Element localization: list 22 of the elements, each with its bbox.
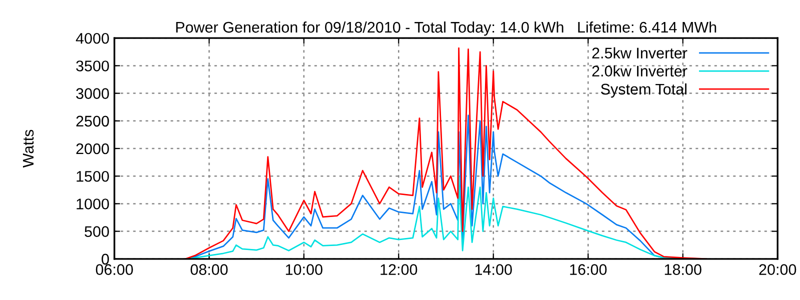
y-tick-label: 3500: [76, 60, 109, 72]
x-tick-label: 10:00: [286, 264, 322, 275]
y-tick-label: 2500: [76, 116, 109, 127]
y-tick-label: 1500: [76, 170, 109, 182]
y-tick-label: 4000: [76, 32, 109, 44]
y-axis-title: Watts: [22, 130, 34, 168]
y-tick-label: 500: [84, 226, 109, 237]
x-tick-label: 14:00: [475, 264, 512, 275]
legend-label: 2.0kw Inverter: [592, 65, 688, 77]
y-tick-label: 1000: [76, 198, 109, 210]
y-tick-label: 0: [102, 254, 109, 265]
y-tick-label: 2000: [76, 143, 109, 154]
x-tick-label: 12:00: [380, 264, 418, 275]
legend-label: 2.5kw Inverter: [592, 47, 688, 58]
legend-label: System Total: [600, 83, 686, 98]
x-tick-label: 06:00: [96, 264, 133, 275]
chart-title: Power Generation for 09/18/2010 - Total Today: 14.0 kWh Lifetime: 6.414 MWh: [176, 21, 716, 36]
x-tick-label: 08:00: [190, 264, 228, 275]
y-tick-label: 3000: [76, 88, 109, 99]
x-tick-label: 16:00: [570, 264, 607, 275]
x-tick-label: 20:00: [759, 264, 796, 275]
x-tick-label: 18:00: [664, 264, 702, 275]
